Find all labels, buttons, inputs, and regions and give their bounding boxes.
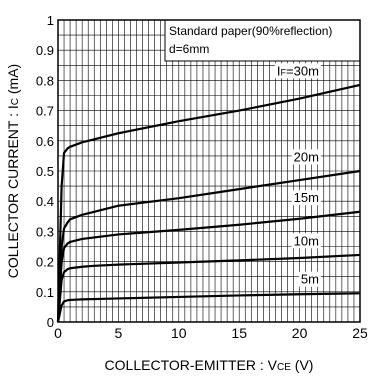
svg-text:20m: 20m	[294, 149, 319, 164]
curves	[56, 83, 361, 323]
tick-labels: 0 5 10 15 20 25 0 0.1 0.2 0.3 0.4 0.5 0.6 0.7 0.8 0.9 1	[36, 13, 368, 341]
condition-line-2: d=6mm	[169, 42, 209, 56]
y-tick-label: 0.1	[36, 285, 54, 300]
condition-box	[164, 19, 361, 62]
y-tick-label: 0	[47, 315, 54, 330]
y-tick-label: 1	[47, 13, 54, 28]
x-tick-label: 25	[352, 325, 368, 341]
plot-frame	[57, 19, 361, 323]
x-tick-label: 5	[115, 325, 123, 341]
x-tick-label: 0	[54, 325, 62, 341]
series-label: 5m	[298, 271, 321, 287]
svg-text:IF=30m: IF=30m	[277, 63, 319, 78]
x-tick-label: 15	[231, 325, 247, 341]
series-line	[56, 253, 361, 323]
y-tick-label: 0.4	[36, 194, 54, 209]
series-line	[56, 210, 361, 323]
y-tick-label: 0.2	[36, 255, 54, 270]
condition-line-1: Standard paper(90%reflection)	[169, 24, 332, 38]
svg-text:15m: 15m	[294, 190, 319, 205]
grid	[58, 20, 360, 322]
y-tick-label: 0.9	[36, 43, 54, 58]
y-axis-title: COLLECTOR CURRENT : IC (mA)	[5, 64, 21, 278]
y-tick-label: 0.7	[36, 104, 54, 119]
x-tick-label: 10	[171, 325, 187, 341]
series-label: 10m	[291, 233, 321, 249]
series-line	[56, 83, 361, 323]
y-tick-label: 0.8	[36, 73, 54, 88]
series-label: IF=30m	[274, 63, 321, 79]
series-label: 15m	[291, 190, 321, 206]
svg-text:10m: 10m	[294, 233, 319, 248]
svg-text:5m: 5m	[301, 272, 319, 287]
y-tick-label: 0.3	[36, 224, 54, 239]
y-tick-label: 0.6	[36, 134, 54, 149]
series-label: 20m	[291, 149, 321, 165]
x-tick-label: 20	[292, 325, 308, 341]
y-tick-label: 0.5	[36, 164, 54, 179]
series-line	[56, 292, 361, 323]
curve-labels: 5m 10m 15m 20m IF=30m	[274, 63, 321, 287]
series-line	[56, 169, 361, 323]
x-axis-title: COLLECTOR-EMITTER : VCE (V)	[105, 357, 314, 373]
